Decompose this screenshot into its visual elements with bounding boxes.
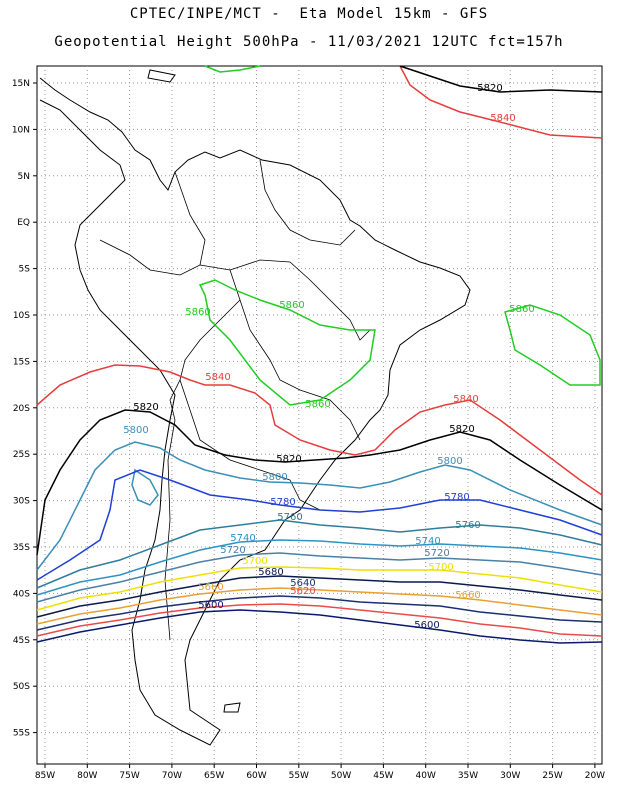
contour-label-5860: 5860: [279, 300, 304, 311]
contour-5820: [36, 409, 603, 556]
lon-tick-label: 80W: [77, 771, 97, 781]
contour-label-5800: 5800: [123, 425, 148, 436]
contour-5840: [36, 364, 603, 496]
contour-label-5760: 5760: [277, 512, 302, 523]
contour-5760: [36, 519, 603, 589]
contour-label-5700: 5700: [428, 562, 453, 573]
contour-label-5780: 5780: [270, 497, 295, 508]
lat-tick-label: 50S: [13, 682, 30, 692]
lat-tick-label: 5N: [18, 172, 30, 182]
contour-5840: [399, 65, 603, 139]
lat-tick-label: 10N: [12, 125, 30, 135]
contour-label-5720: 5720: [220, 545, 245, 556]
country-borders: [99, 159, 371, 641]
contour-5600: [36, 609, 603, 644]
contour-label-5700: 5700: [242, 556, 267, 567]
island-falklands: [223, 702, 241, 713]
contour-5860: [204, 65, 261, 73]
coastline-south-america: [39, 77, 471, 746]
contour-label-5740: 5740: [415, 536, 440, 547]
contour-label-5760: 5760: [455, 520, 480, 531]
lon-tick-label: 20W: [585, 771, 605, 781]
contour-5660: [36, 587, 603, 625]
contour-5740: [36, 539, 603, 596]
lat-tick-label: 35S: [13, 543, 30, 553]
contour-5800: [131, 468, 159, 506]
chart-title-line2: Geopotential Height 500hPa - 11/03/2021 …: [54, 34, 564, 50]
contour-label-5820: 5820: [477, 83, 502, 94]
lon-tick-label: 45W: [373, 771, 393, 781]
contour-label-5860: 5860: [305, 399, 330, 410]
lat-tick-label: 15S: [13, 357, 30, 367]
contour-label-5600: 5600: [414, 620, 439, 631]
contour-5860: [504, 304, 601, 386]
contour-label-5740: 5740: [230, 533, 255, 544]
contour-5860: [198, 279, 376, 406]
lon-tick-label: 85W: [35, 771, 55, 781]
contour-label-5860: 5860: [509, 304, 534, 315]
lat-tick-label: 55S: [13, 729, 30, 739]
lat-tick-label: 45S: [13, 636, 30, 646]
lat-tick-label: 40S: [13, 589, 30, 599]
longitude-axis: 85W 80W 75W 70W 65W 60W 55W 50W 45W 40W 35W 30W 25W 2…: [35, 764, 605, 781]
lat-tick-label: 5S: [19, 265, 31, 275]
lat-tick-label: 10S: [13, 311, 30, 321]
contour-5640: [36, 595, 603, 631]
latitude-axis: 15N 10N 5N EQ 5S 10S 15S 20S 25S 30S 35S 40S 45S 50S 5…: [12, 79, 37, 739]
lon-tick-label: 40W: [416, 771, 436, 781]
lon-tick-label: 55W: [289, 771, 309, 781]
lon-tick-label: 70W: [162, 771, 182, 781]
lon-tick-label: 60W: [246, 771, 266, 781]
contour-label-5860: 5860: [185, 307, 210, 318]
lon-tick-label: 65W: [204, 771, 224, 781]
contour-label-5640: 5640: [290, 578, 315, 589]
island-caribbean: [147, 69, 176, 83]
contour-label-5620: 5620: [290, 586, 315, 597]
map-frame: [36, 65, 603, 765]
lon-tick-label: 75W: [119, 771, 139, 781]
contour-labels: 5860 5860 5860 5860 5840 5840 5840 5820 5820 5820…: [123, 83, 534, 631]
contour-label-5660: 5660: [455, 590, 480, 601]
lon-tick-label: 35W: [458, 771, 478, 781]
contour-label-5660: 5660: [198, 582, 223, 593]
lat-tick-label: 20S: [13, 404, 30, 414]
contour-label-5720: 5720: [424, 548, 449, 559]
contour-5780: [36, 469, 603, 581]
lat-tick-label: EQ: [17, 218, 30, 228]
lon-tick-label: 25W: [542, 771, 562, 781]
contour-5820: [399, 65, 603, 93]
contour-label-5600: 5600: [198, 600, 223, 611]
lat-tick-label: 30S: [13, 497, 30, 507]
continent-outlines: [39, 69, 471, 746]
contour-5720: [36, 552, 603, 603]
contour-label-5820: 5820: [449, 424, 474, 435]
contour-label-5800: 5800: [262, 472, 287, 483]
contour-5620: [36, 603, 603, 637]
contour-5700: [36, 566, 603, 611]
contour-lines: [36, 65, 603, 644]
graticule: [37, 66, 602, 764]
contour-label-5840: 5840: [453, 394, 478, 405]
contour-label-5820: 5820: [276, 454, 301, 465]
contour-label-5840: 5840: [205, 372, 230, 383]
contour-label-5800: 5800: [437, 456, 462, 467]
lon-tick-label: 30W: [500, 771, 520, 781]
contour-label-5780: 5780: [444, 492, 469, 503]
lat-tick-label: 15N: [12, 79, 30, 89]
lat-tick-label: 25S: [13, 450, 30, 460]
chart-title-line1: CPTEC/INPE/MCT - Eta Model 15km - GFS: [129, 6, 489, 22]
contour-label-5840: 5840: [490, 113, 515, 124]
contour-label-5680: 5680: [258, 567, 283, 578]
contour-5680: [36, 575, 603, 618]
lon-tick-label: 50W: [331, 771, 351, 781]
contour-5800: [36, 441, 603, 571]
contour-label-5820: 5820: [133, 402, 158, 413]
